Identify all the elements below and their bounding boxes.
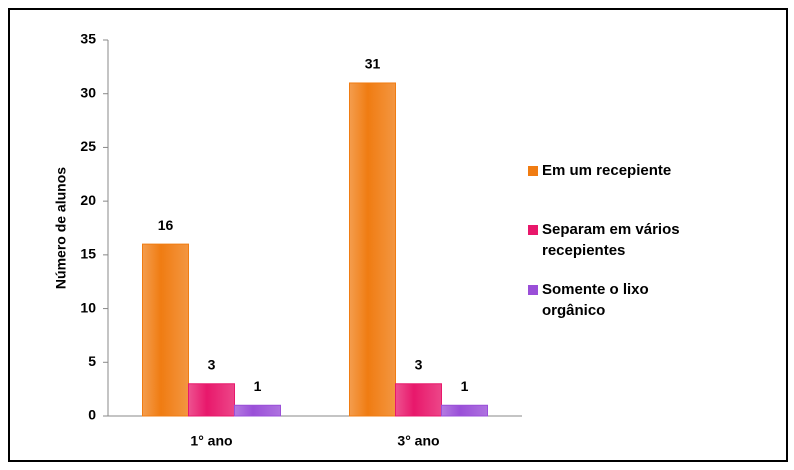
x-tick-label: 1° ano	[190, 433, 232, 449]
data-label: 16	[158, 217, 174, 233]
legend-entry: Somente o lixo orgânico	[528, 279, 708, 321]
bar	[234, 404, 281, 417]
bar	[188, 383, 235, 417]
data-label: 1	[254, 378, 262, 394]
legend: Em um recepiente Separam em vários recepi…	[528, 160, 708, 339]
bar	[349, 82, 396, 417]
y-tick-label: 0	[88, 407, 96, 423]
legend-label: Somente o lixo orgânico	[542, 281, 649, 319]
legend-label: Em um recepiente	[542, 162, 672, 179]
data-label: 3	[415, 356, 423, 372]
y-axis-title: Número de alunos	[53, 167, 69, 289]
y-tick-label: 25	[80, 138, 96, 154]
y-tick-label: 30	[80, 84, 96, 100]
data-label: 31	[365, 56, 381, 72]
x-tick-label: 3° ano	[397, 433, 439, 449]
y-tick-label: 15	[80, 246, 96, 262]
legend-swatch	[528, 225, 538, 235]
legend-entry: Separam em vários recepientes	[528, 219, 708, 261]
legend-swatch	[528, 166, 538, 176]
bar	[441, 404, 488, 417]
legend-swatch	[528, 285, 538, 295]
data-label: 3	[208, 356, 216, 372]
bar	[142, 243, 189, 417]
bar	[395, 383, 442, 417]
y-tick-label: 10	[80, 299, 96, 315]
y-tick-label: 5	[88, 353, 96, 369]
legend-label: Separam em vários recepientes	[542, 221, 680, 259]
legend-entry: Em um recepiente	[528, 160, 708, 181]
y-tick-label: 35	[80, 31, 96, 47]
y-tick-label: 20	[80, 192, 96, 208]
data-label: 1	[461, 378, 469, 394]
